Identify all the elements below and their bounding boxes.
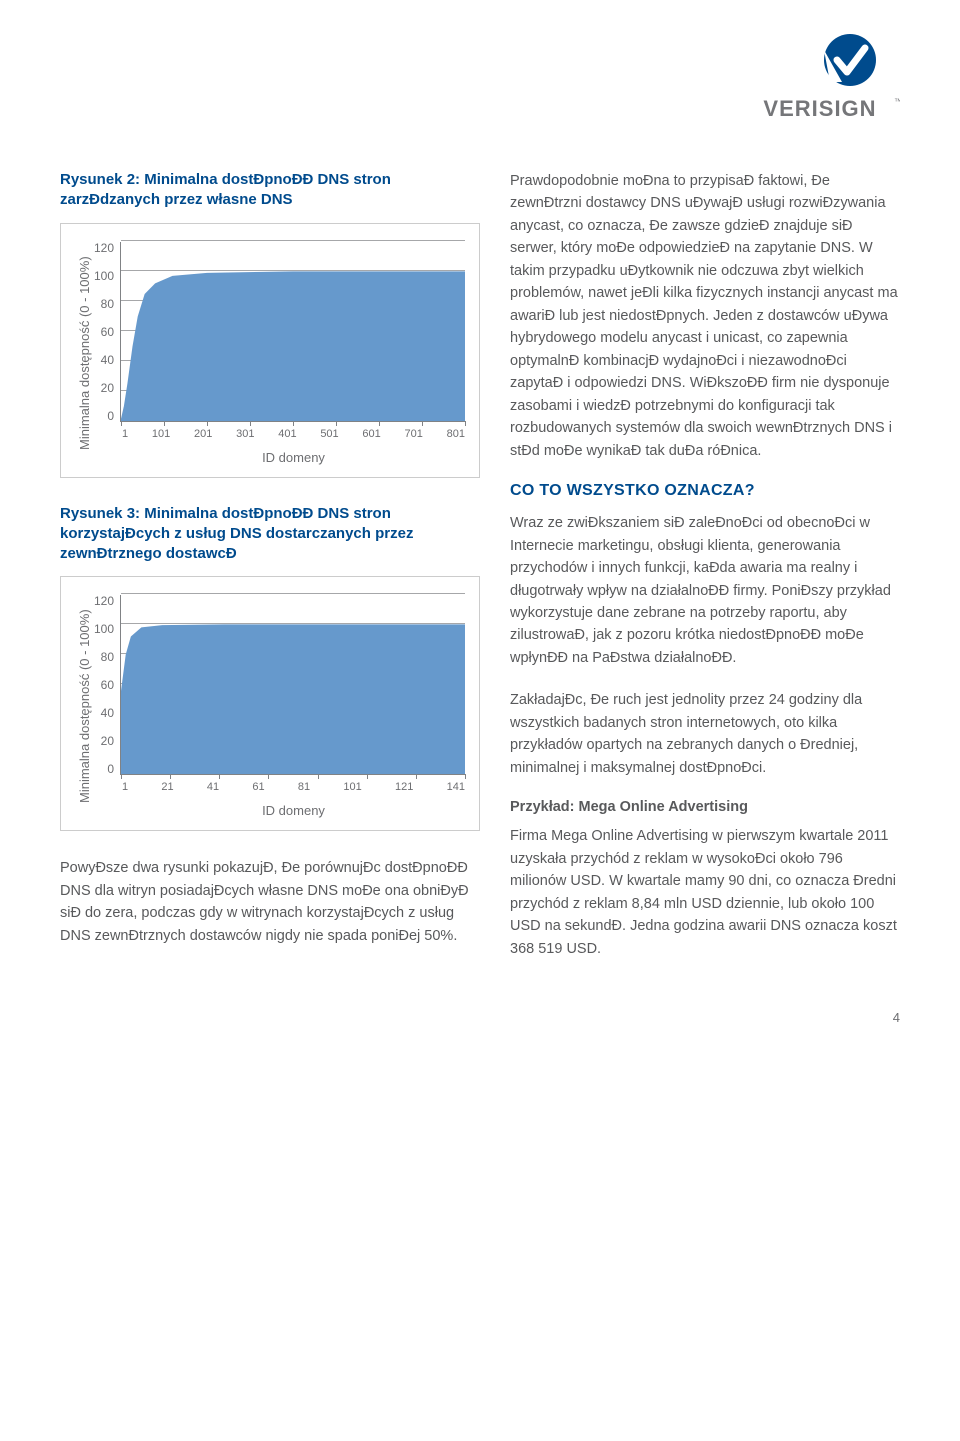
chart1-box: Minimalna dostępność (0 - 100%) 120 100 … <box>60 223 480 478</box>
svg-text:VERISIGN: VERISIGN <box>763 96 876 121</box>
chart1-yticks: 120 100 80 60 40 20 0 <box>94 242 120 422</box>
chart1-title: Rysunek 2: Minimalna dostĐpnoĐĐ DNS stro… <box>60 170 480 211</box>
chart2-xlabel: ID domeny <box>122 803 465 818</box>
section-heading: CO TO WSZYSTKO OZNACZA? <box>510 482 900 500</box>
svg-text:™: ™ <box>894 97 900 106</box>
example-heading: Przykład: Mega Online Advertising <box>510 799 900 815</box>
right-para2: Wraz ze zwiĐkszaniem siĐ zaleĐnoĐci od o… <box>510 512 900 669</box>
chart2-title: Rysunek 3: Minimalna dostĐpnoĐĐ DNS stro… <box>60 504 480 565</box>
chart1-ylabel: Minimalna dostępność (0 - 100%) <box>75 242 94 465</box>
chart1-xlabel: ID domeny <box>122 450 465 465</box>
chart2-box: Minimalna dostępność (0 - 100%) 120 100 … <box>60 576 480 831</box>
chart2-xticks: 1 21 41 61 81 101 121 141 <box>122 781 465 793</box>
chart2-ylabel: Minimalna dostępność (0 - 100%) <box>75 595 94 818</box>
right-column: Prawdopodobnie moĐna to przypisaĐ faktow… <box>510 170 900 980</box>
left-paragraph: PowyĐsze dwa rysunki pokazujĐ, Đe porówn… <box>60 857 480 947</box>
left-column: Rysunek 2: Minimalna dostĐpnoĐĐ DNS stro… <box>60 170 480 980</box>
chart1-xticks: 1 101 201 301 401 501 601 701 801 <box>122 428 465 440</box>
logo-region: VERISIGN ™ <box>0 0 960 170</box>
right-para4: Firma Mega Online Advertising w pierwszy… <box>510 825 900 960</box>
page-number: 4 <box>0 980 960 1025</box>
chart2-plot <box>120 595 465 775</box>
right-para1: Prawdopodobnie moĐna to przypisaĐ faktow… <box>510 170 900 462</box>
chart2-yticks: 120 100 80 60 40 20 0 <box>94 595 120 775</box>
chart1-plot <box>120 242 465 422</box>
verisign-logo: VERISIGN ™ <box>740 30 900 125</box>
right-para3: ZakładajĐc, Đe ruch jest jednolity przez… <box>510 689 900 779</box>
